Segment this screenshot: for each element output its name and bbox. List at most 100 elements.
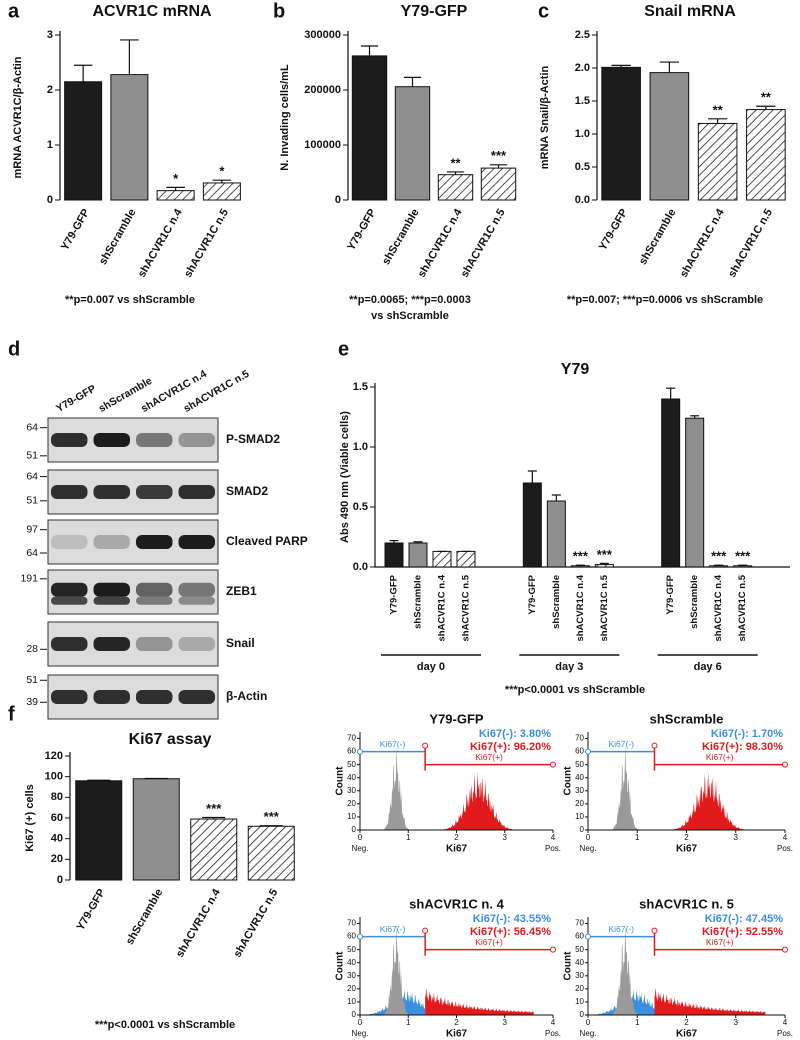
panel-title: Snail mRNA (644, 3, 736, 20)
bar (601, 66, 641, 201)
axis-end-label: Pos. (777, 1029, 793, 1038)
blot-band (93, 690, 130, 704)
significance: ** (761, 90, 772, 105)
bar (202, 182, 241, 201)
size-marker: 64 (26, 421, 38, 433)
x-tick-label: shACVR1C n.4 (136, 206, 185, 279)
bar (394, 86, 431, 201)
panel-letter: e (338, 338, 349, 360)
gate-stat: Ki67(+): 98.30% (702, 741, 783, 753)
y-tick-label: 0 (580, 825, 585, 834)
blot-band (93, 485, 130, 499)
histogram-fill (654, 987, 766, 1015)
gate-end (585, 748, 591, 755)
bar (351, 55, 388, 201)
bar (709, 565, 729, 568)
bar (247, 825, 295, 881)
y-tick-label: 1.0 (353, 441, 368, 453)
y-tick-label: 30 (575, 971, 584, 980)
y-axis-label: Count (335, 766, 346, 796)
blot-band (51, 433, 88, 447)
x-tick-label: shACVR1C n.5 (459, 207, 508, 280)
gate-label: Ki67(+) (706, 937, 734, 947)
significance: *** (573, 549, 589, 564)
gate-end (651, 742, 658, 749)
row-label: Snail (226, 636, 255, 650)
y-tick-label: 30 (347, 971, 356, 980)
x-tick-label: shACVR1C n.4 (174, 886, 223, 959)
y-tick-label: 20 (347, 984, 356, 993)
x-tick-label: shACVR1C n.5 (182, 207, 231, 280)
x-tick-label: 4 (551, 1018, 556, 1027)
x-tick-label: 2 (454, 833, 459, 842)
y-tick-label: 60 (347, 932, 356, 941)
size-marker: 97 (26, 523, 38, 535)
y-tick-label: 100 (45, 771, 63, 783)
blot-band (178, 485, 215, 499)
x-tick-label: shACVR1C n.5 (599, 574, 610, 641)
x-tick-label: shACVR1C n.4 (416, 206, 465, 279)
y-tick-label: 1.0 (575, 128, 590, 140)
significance: * (219, 164, 225, 179)
blot-band (93, 582, 130, 597)
gate-label: Ki67(-) (608, 739, 634, 749)
bar (110, 74, 149, 201)
y-tick-label: 0.5 (575, 161, 590, 173)
y-tick-label: 40 (347, 958, 356, 967)
y-tick-label: 120 (45, 750, 63, 762)
y-tick-label: 60 (575, 932, 584, 941)
y-axis-label: N. Invading cells/mL (279, 64, 291, 171)
blot-band (178, 690, 215, 704)
x-axis-label: Ki67 (676, 844, 698, 855)
y-tick-label: 20 (575, 984, 584, 993)
bar (697, 122, 738, 201)
gate-label: Ki67(+) (706, 752, 734, 762)
group-label: day 6 (694, 661, 722, 673)
bar (432, 550, 452, 568)
axis-end-label: Pos. (545, 1029, 561, 1038)
size-marker: 51 (26, 495, 38, 507)
x-tick-label: shScramble (380, 207, 422, 267)
y-tick-label: 10 (347, 997, 356, 1006)
x-tick-label: shACVR1C n.5 (231, 887, 280, 960)
x-tick-label: 4 (783, 833, 788, 842)
x-tick-label: 0 (358, 833, 363, 842)
x-tick-label: 4 (783, 1018, 788, 1027)
blot-band (178, 596, 215, 605)
size-marker: 28 (26, 643, 38, 655)
significance: *** (735, 549, 751, 564)
x-tick-label: shACVR1C n.5 (737, 574, 748, 641)
x-tick-label: 2 (684, 1018, 689, 1027)
significance: *** (206, 801, 222, 816)
gate-label: Ki67(-) (608, 924, 634, 934)
x-axis-label: Ki67 (446, 844, 468, 855)
y-tick-label: 0 (352, 825, 357, 834)
y-tick-label: 30 (575, 786, 584, 795)
blot-band (136, 637, 173, 651)
footnote: ***p<0.0001 vs shScramble (95, 1019, 235, 1031)
y-tick-label: 200000 (304, 84, 341, 96)
bar (156, 190, 195, 201)
y-tick-label: 50 (347, 760, 356, 769)
blot-band (136, 535, 173, 549)
y-tick-label: 1.5 (353, 381, 368, 393)
gate-end (357, 933, 363, 940)
y-tick-label: 10 (347, 812, 356, 821)
x-tick-label: Y79-GFP (345, 207, 378, 253)
blot-band (178, 582, 215, 597)
panel-letter: c (538, 0, 549, 22)
x-tick-label: shACVR1C n.4 (713, 574, 724, 641)
y-tick-label: 60 (575, 747, 584, 756)
x-tick-label: 1 (635, 1018, 640, 1027)
row-label: Cleaved PARP (226, 534, 308, 548)
significance: * (173, 171, 179, 186)
gate-end (550, 761, 556, 768)
y-tick-label: 30 (347, 786, 356, 795)
blot-band (136, 582, 173, 597)
x-tick-label: 0 (358, 1018, 363, 1027)
lane-label: Y79-GFP (54, 383, 98, 415)
x-axis-label: Ki67 (676, 1029, 698, 1040)
blot-band (51, 582, 88, 597)
x-tick-label: 0 (586, 1018, 591, 1027)
